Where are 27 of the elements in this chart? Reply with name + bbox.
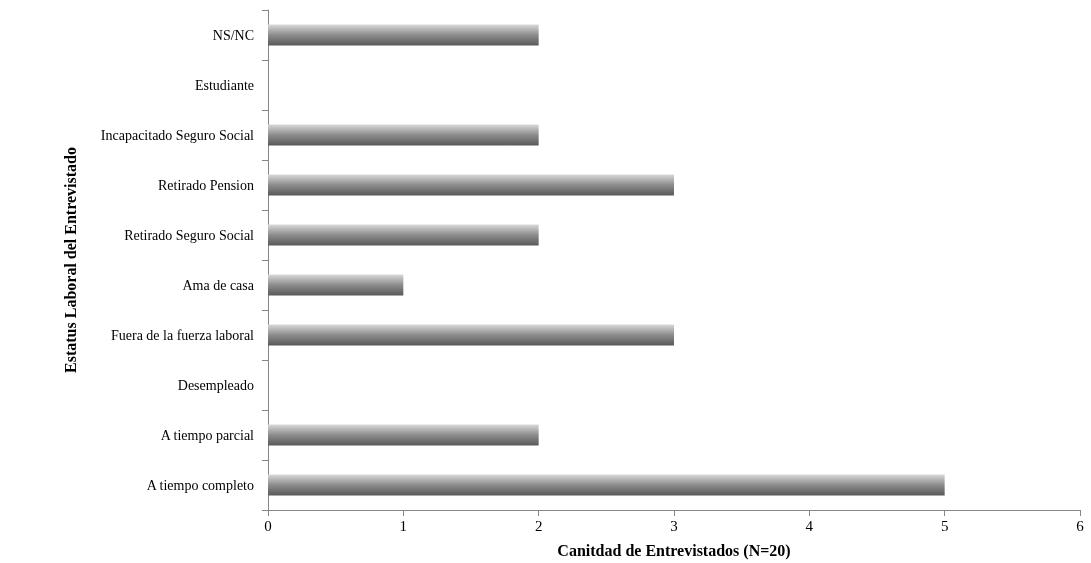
x-tick-label: 0 [264, 517, 272, 534]
bar [268, 424, 539, 446]
y-tick-label: Retirado Pension [157, 177, 254, 193]
x-tick-label: 1 [399, 517, 408, 534]
bar [268, 174, 674, 196]
bar [268, 124, 539, 146]
x-tick-label: 3 [670, 517, 678, 534]
y-tick-label: A tiempo completo [146, 477, 254, 493]
y-axis-title: Estatus Laboral del Entrevistado [61, 147, 79, 373]
y-tick-label: NS/NC [212, 27, 254, 43]
y-tick-label: Fuera de la fuerza laboral [110, 327, 255, 343]
bar [268, 274, 404, 296]
y-tick-label: Incapacitado Seguro Social [100, 127, 255, 143]
bar [268, 24, 539, 46]
x-tick-label: 5 [940, 517, 949, 534]
y-tick-label: A tiempo parcial [160, 427, 255, 443]
x-axis-title: Canitdad de Entrevistados (N=20) [557, 541, 791, 560]
bar [268, 224, 539, 246]
x-tick-label: 4 [805, 517, 814, 534]
y-tick-label: Ama de casa [182, 277, 255, 293]
y-tick-label: Retirado Seguro Social [124, 227, 255, 243]
x-tick-label: 6 [1076, 517, 1085, 534]
bar [268, 324, 674, 346]
y-tick-label: Estudiante [194, 77, 254, 93]
x-tick-label: 2 [534, 517, 543, 534]
y-tick-label: Desempleado [177, 377, 254, 393]
bar [268, 474, 945, 496]
